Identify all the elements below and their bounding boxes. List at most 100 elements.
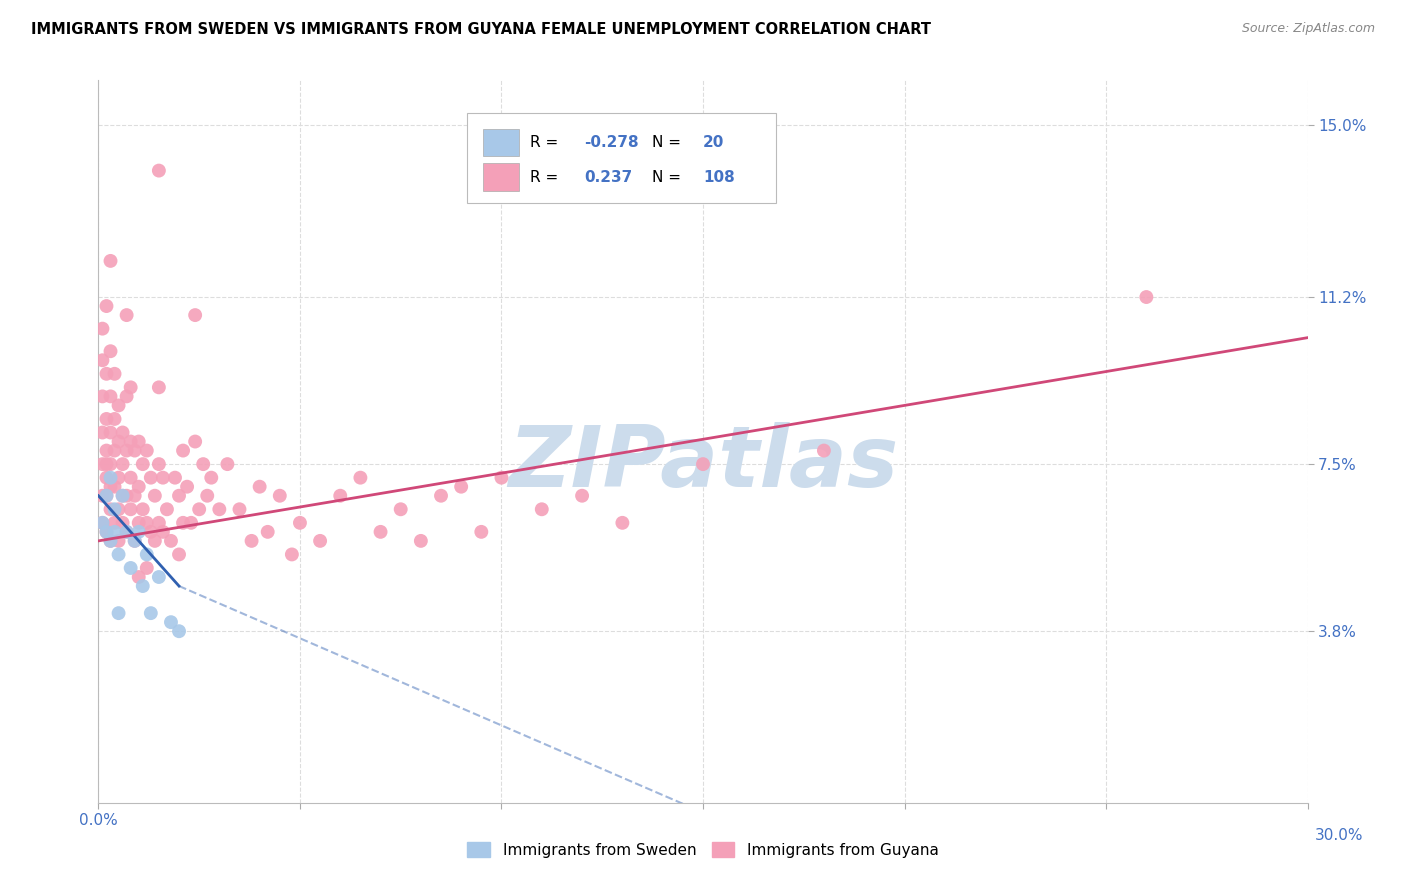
FancyBboxPatch shape xyxy=(482,128,519,156)
Point xyxy=(128,516,150,530)
Point xyxy=(120,380,142,394)
FancyBboxPatch shape xyxy=(467,112,776,203)
Point xyxy=(96,412,118,426)
Point xyxy=(107,398,129,412)
Point xyxy=(96,471,118,485)
Point xyxy=(124,489,146,503)
Point xyxy=(813,443,835,458)
Point xyxy=(132,457,155,471)
Point xyxy=(208,502,231,516)
Point xyxy=(100,502,122,516)
Point xyxy=(571,489,593,503)
Point xyxy=(96,367,118,381)
Point xyxy=(100,471,122,485)
Point xyxy=(100,425,122,440)
Point xyxy=(128,570,150,584)
Point xyxy=(96,299,118,313)
Text: 0.237: 0.237 xyxy=(585,169,633,185)
Point xyxy=(91,425,114,440)
Point xyxy=(269,489,291,503)
Point xyxy=(96,457,118,471)
Point xyxy=(115,524,138,539)
Point xyxy=(100,533,122,548)
Point xyxy=(128,434,150,449)
Text: R =: R = xyxy=(530,135,564,150)
Point xyxy=(139,471,162,485)
Point xyxy=(160,615,183,630)
Point xyxy=(195,489,218,503)
Point xyxy=(100,480,122,494)
Point xyxy=(103,480,125,494)
Point xyxy=(228,502,250,516)
Text: -0.278: -0.278 xyxy=(585,135,640,150)
Point xyxy=(249,480,271,494)
Point xyxy=(148,570,170,584)
Point xyxy=(167,624,190,639)
Point xyxy=(111,425,134,440)
Point xyxy=(91,389,114,403)
Point xyxy=(111,457,134,471)
Point xyxy=(176,480,198,494)
Point xyxy=(124,443,146,458)
Point xyxy=(530,502,553,516)
Point xyxy=(120,502,142,516)
FancyBboxPatch shape xyxy=(482,163,519,191)
Point xyxy=(143,489,166,503)
Point xyxy=(135,561,157,575)
Legend: Immigrants from Sweden, Immigrants from Guyana: Immigrants from Sweden, Immigrants from … xyxy=(461,836,945,863)
Point xyxy=(309,533,332,548)
Point xyxy=(96,524,118,539)
Point xyxy=(100,389,122,403)
Point xyxy=(96,524,118,539)
Point xyxy=(103,516,125,530)
Point xyxy=(152,524,174,539)
Point xyxy=(103,412,125,426)
Point xyxy=(139,606,162,620)
Point xyxy=(288,516,311,530)
Text: ZIPatlas: ZIPatlas xyxy=(508,422,898,505)
Point xyxy=(107,548,129,562)
Point xyxy=(91,353,114,368)
Point xyxy=(128,480,150,494)
Point xyxy=(100,344,122,359)
Point xyxy=(100,457,122,471)
Point xyxy=(217,457,239,471)
Point xyxy=(107,434,129,449)
Point xyxy=(430,489,453,503)
Point xyxy=(167,548,190,562)
Point xyxy=(450,480,472,494)
Point xyxy=(349,471,371,485)
Point xyxy=(100,533,122,548)
Point xyxy=(115,489,138,503)
Point xyxy=(124,533,146,548)
Point xyxy=(148,380,170,394)
Point xyxy=(100,253,122,268)
Point xyxy=(193,457,215,471)
Point xyxy=(163,471,186,485)
Point xyxy=(107,471,129,485)
Point xyxy=(91,516,114,530)
Point xyxy=(120,561,142,575)
Point xyxy=(200,471,222,485)
Point xyxy=(167,489,190,503)
Point xyxy=(111,489,134,503)
Point xyxy=(370,524,392,539)
Point xyxy=(120,434,142,449)
Point xyxy=(115,524,138,539)
Point xyxy=(148,516,170,530)
Point xyxy=(188,502,211,516)
Point xyxy=(143,533,166,548)
Point xyxy=(91,321,114,335)
Point xyxy=(184,434,207,449)
Point xyxy=(184,308,207,322)
Point xyxy=(132,579,155,593)
Point xyxy=(91,457,114,471)
Point xyxy=(139,524,162,539)
Point xyxy=(103,443,125,458)
Point xyxy=(96,443,118,458)
Point xyxy=(107,533,129,548)
Point xyxy=(115,389,138,403)
Point xyxy=(281,548,304,562)
Text: N =: N = xyxy=(652,169,686,185)
Point xyxy=(107,502,129,516)
